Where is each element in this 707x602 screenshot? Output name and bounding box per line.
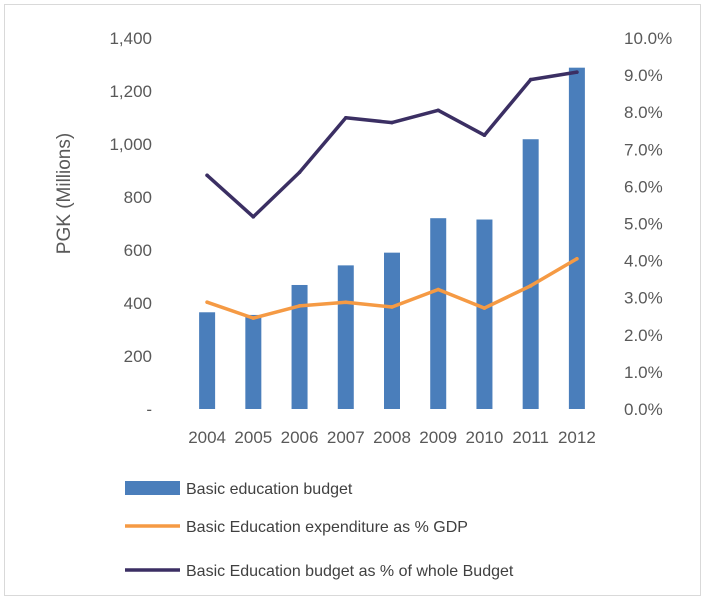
line-point-2-2006 (297, 170, 302, 175)
y-tick-label: - (146, 400, 152, 419)
x-tick-label: 2010 (466, 428, 504, 447)
bar-2009 (430, 218, 447, 409)
line-point-2-2012 (575, 70, 579, 74)
y2-tick-label: 1.0% (624, 363, 663, 382)
line-point-1-2008 (390, 305, 394, 309)
legend-swatch-bar (125, 481, 180, 495)
line-point-1-2004 (205, 300, 209, 304)
x-tick-label: 2005 (234, 428, 272, 447)
x-tick-label: 2011 (512, 428, 549, 447)
x-tick-label: 2012 (558, 428, 596, 447)
bar-2007 (337, 265, 354, 409)
line-point-2-2011 (528, 77, 533, 82)
y2-tick-label: 9.0% (624, 66, 663, 85)
y-tick-label: 800 (124, 188, 152, 207)
y2-tick-label: 8.0% (624, 103, 663, 122)
y-tick-label: 600 (124, 241, 152, 260)
y-tick-label: 200 (124, 347, 152, 366)
y2-tick-label: 4.0% (624, 252, 663, 271)
bar-2006 (291, 284, 308, 409)
line-series-2 (205, 70, 579, 219)
bar-2010 (476, 219, 493, 409)
x-tick-label: 2004 (188, 428, 226, 447)
bar-2004 (199, 312, 216, 409)
line-point-1-2011 (528, 284, 533, 288)
y2-tick-label: 3.0% (624, 289, 663, 308)
y-tick-label: 1,000 (109, 135, 152, 154)
legend-label: Basic Education budget as % of whole Bud… (186, 563, 514, 580)
x-tick-label: 2006 (281, 428, 319, 447)
line-point-1-2010 (482, 306, 487, 310)
x-tick-label: 2008 (373, 428, 411, 447)
y2-tick-label: 2.0% (624, 326, 663, 345)
x-tick-label: 2007 (327, 428, 365, 447)
y2-tick-label: 7.0% (624, 140, 663, 159)
y2-tick-label: 10.0% (624, 29, 672, 48)
legend-label: Basic Education expenditure as % GDP (186, 519, 468, 536)
bar-2012 (568, 67, 585, 410)
line-point-2-2007 (343, 115, 348, 120)
line-point-2-2010 (482, 133, 487, 138)
line-point-1-2005 (251, 316, 256, 320)
bar-2011 (522, 139, 539, 410)
bar-2005 (245, 314, 262, 409)
line-point-1-2006 (297, 304, 302, 308)
line-point-1-2007 (343, 300, 348, 304)
line-point-2-2004 (205, 173, 209, 178)
bar-2008 (384, 252, 400, 409)
line-point-2-2008 (390, 120, 394, 125)
y-axis-title: PGK (Millions) (54, 133, 75, 254)
line-point-2-2005 (251, 215, 256, 219)
y-tick-label: 1,400 (109, 29, 152, 48)
y-tick-label: 400 (124, 294, 152, 313)
y-tick-label: 1,200 (109, 82, 152, 101)
y2-tick-label: 0.0% (624, 400, 663, 419)
line-point-1-2012 (575, 256, 579, 261)
x-tick-label: 2009 (419, 428, 457, 447)
y2-tick-label: 6.0% (624, 177, 663, 196)
line-point-2-2009 (436, 108, 441, 113)
y2-tick-label: 5.0% (624, 215, 663, 234)
line-point-1-2009 (436, 287, 441, 292)
legend-label: Basic education budget (186, 481, 353, 498)
